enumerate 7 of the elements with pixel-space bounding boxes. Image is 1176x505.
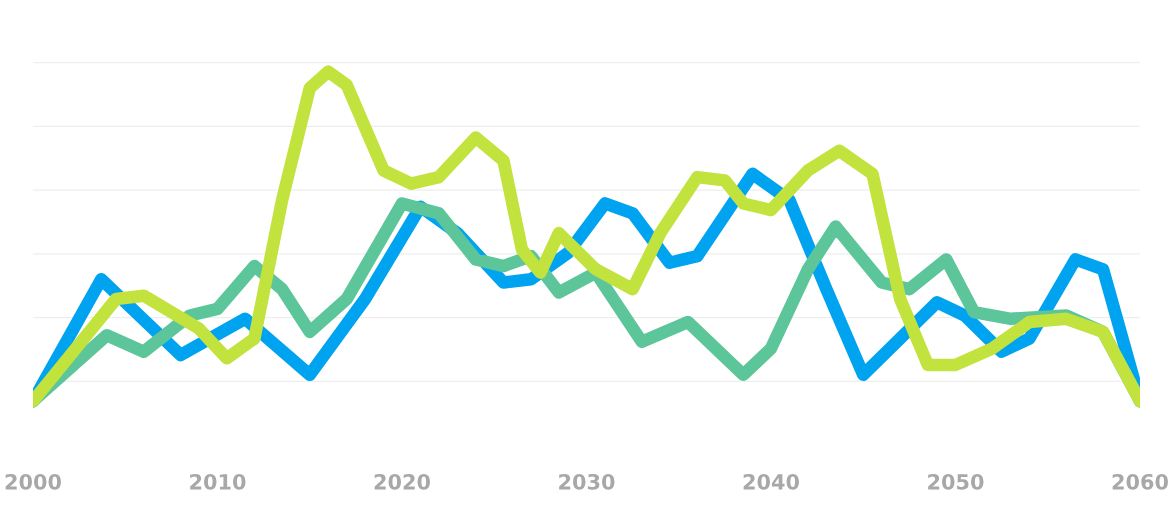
x-tick-label: 2040 — [743, 473, 799, 490]
x-tick-label: 2020 — [374, 473, 430, 490]
x-tick-label: 2050 — [928, 473, 984, 490]
x-tick-label: 2060 — [1112, 473, 1168, 490]
x-tick-label: 2030 — [559, 473, 615, 490]
x-tick-label: 2010 — [190, 473, 246, 490]
x-tick-label: 2000 — [5, 473, 61, 490]
